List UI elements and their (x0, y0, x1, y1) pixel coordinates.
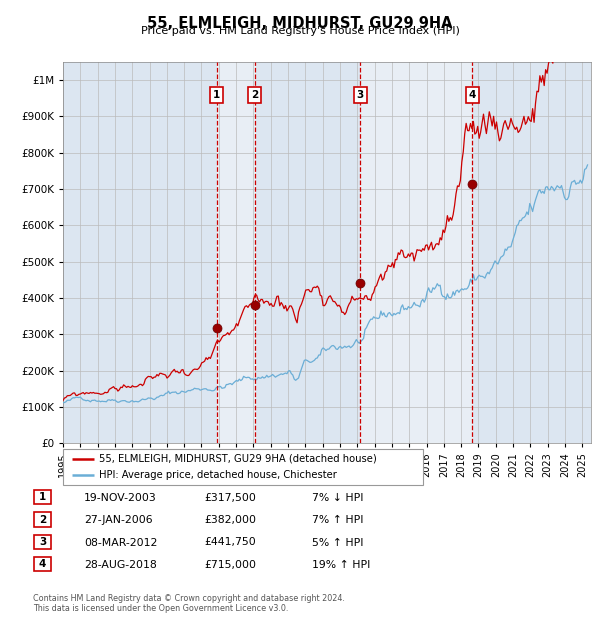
Text: 28-AUG-2018: 28-AUG-2018 (84, 560, 157, 570)
Text: 5% ↑ HPI: 5% ↑ HPI (312, 538, 364, 547)
Text: This data is licensed under the Open Government Licence v3.0.: This data is licensed under the Open Gov… (33, 603, 289, 613)
Text: 27-JAN-2006: 27-JAN-2006 (84, 515, 152, 525)
Text: HPI: Average price, detached house, Chichester: HPI: Average price, detached house, Chic… (99, 470, 337, 480)
Text: 2: 2 (251, 90, 258, 100)
Text: 55, ELMLEIGH, MIDHURST, GU29 9HA (detached house): 55, ELMLEIGH, MIDHURST, GU29 9HA (detach… (99, 454, 377, 464)
Text: 19-NOV-2003: 19-NOV-2003 (84, 493, 157, 503)
Text: 1: 1 (39, 492, 46, 502)
Text: 55, ELMLEIGH, MIDHURST, GU29 9HA: 55, ELMLEIGH, MIDHURST, GU29 9HA (147, 16, 453, 31)
Bar (217, 62, 254, 443)
Bar (361, 62, 472, 443)
Text: 4: 4 (39, 559, 46, 569)
Text: £382,000: £382,000 (204, 515, 256, 525)
Text: 2: 2 (39, 515, 46, 525)
Text: £317,500: £317,500 (204, 493, 256, 503)
Text: 3: 3 (39, 537, 46, 547)
Text: £441,750: £441,750 (204, 538, 256, 547)
Text: 7% ↑ HPI: 7% ↑ HPI (312, 515, 364, 525)
Text: Contains HM Land Registry data © Crown copyright and database right 2024.: Contains HM Land Registry data © Crown c… (33, 593, 345, 603)
Text: 3: 3 (357, 90, 364, 100)
Text: 4: 4 (469, 90, 476, 100)
Text: £715,000: £715,000 (204, 560, 256, 570)
Text: 7% ↓ HPI: 7% ↓ HPI (312, 493, 364, 503)
Text: 1: 1 (213, 90, 220, 100)
Text: 08-MAR-2012: 08-MAR-2012 (84, 538, 157, 547)
Text: 19% ↑ HPI: 19% ↑ HPI (312, 560, 370, 570)
Text: Price paid vs. HM Land Registry's House Price Index (HPI): Price paid vs. HM Land Registry's House … (140, 26, 460, 36)
